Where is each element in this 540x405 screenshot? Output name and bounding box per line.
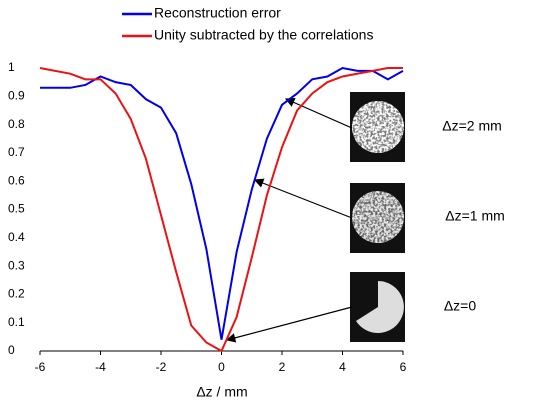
- arrows: [225, 97, 353, 343]
- x-tick-label: -6: [35, 360, 46, 374]
- x-axis-label: Δz / mm: [196, 384, 247, 400]
- x-tick-label: -4: [95, 360, 106, 374]
- x-tick-label: 6: [400, 360, 407, 374]
- series-line: [40, 66, 404, 340]
- legend-label: Reconstruction error: [154, 5, 281, 21]
- y-tick-label: 0: [8, 343, 15, 357]
- y-tick-label: 0.2: [8, 287, 25, 301]
- y-tick-label: 0.8: [8, 117, 25, 131]
- insets: [350, 92, 405, 342]
- annotation: Δz=2 mm: [442, 118, 502, 134]
- y-tick-label: 1: [8, 60, 15, 74]
- y-tick-label: 0.1: [8, 315, 25, 329]
- x-tick-label: 2: [279, 360, 286, 374]
- y-tick-label: 0.7: [8, 145, 25, 159]
- x-tick-label: -2: [156, 360, 167, 374]
- y-tick-label: 0.3: [8, 258, 25, 272]
- annotation: Δz=1 mm: [445, 208, 505, 224]
- y-tick-label: 0.9: [8, 88, 25, 102]
- series-line: [39, 67, 403, 353]
- x-tick-label: 0: [218, 360, 225, 374]
- annotation: Δz=0: [444, 298, 477, 314]
- legend-label: Unity subtracted by the correlations: [154, 27, 373, 43]
- x-tick-label: 4: [339, 360, 346, 374]
- y-tick-label: 0.5: [8, 202, 25, 216]
- y-tick-label: 0.4: [8, 230, 25, 244]
- y-tick-label: 0.6: [8, 173, 25, 187]
